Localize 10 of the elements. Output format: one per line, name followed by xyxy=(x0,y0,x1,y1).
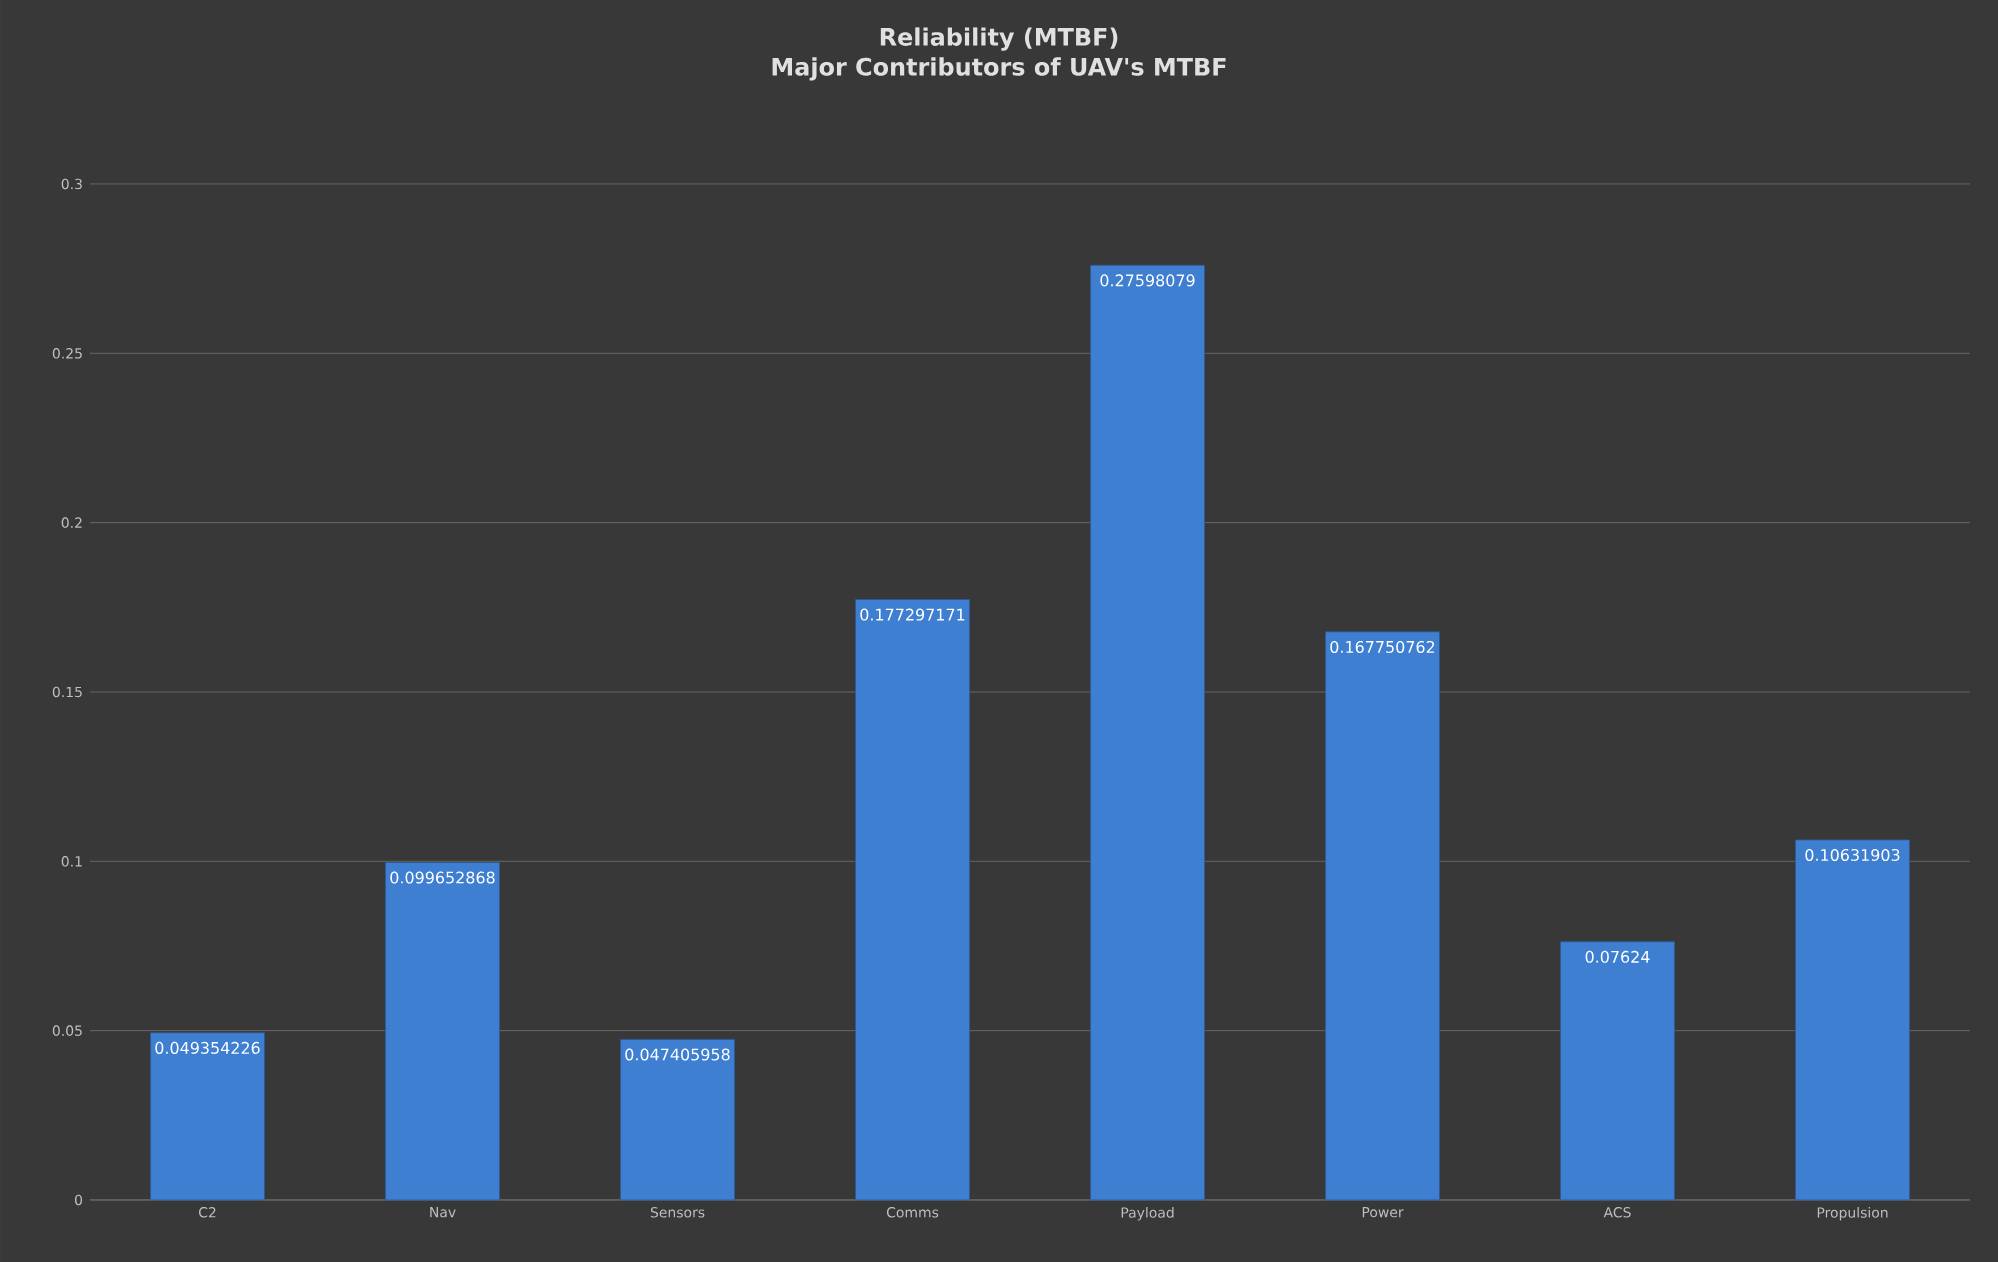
bar xyxy=(385,862,500,1201)
chart-subtitle: Major Contributors of UAV's MTBF xyxy=(772,57,1226,81)
bar xyxy=(1090,264,1205,1201)
bar xyxy=(855,599,970,1201)
bar xyxy=(1795,839,1910,1201)
bar xyxy=(150,1032,265,1201)
chart-title: Reliability (MTBF) xyxy=(880,27,1118,51)
bar xyxy=(1325,631,1440,1201)
bar xyxy=(620,1039,735,1201)
bar xyxy=(1560,941,1675,1201)
